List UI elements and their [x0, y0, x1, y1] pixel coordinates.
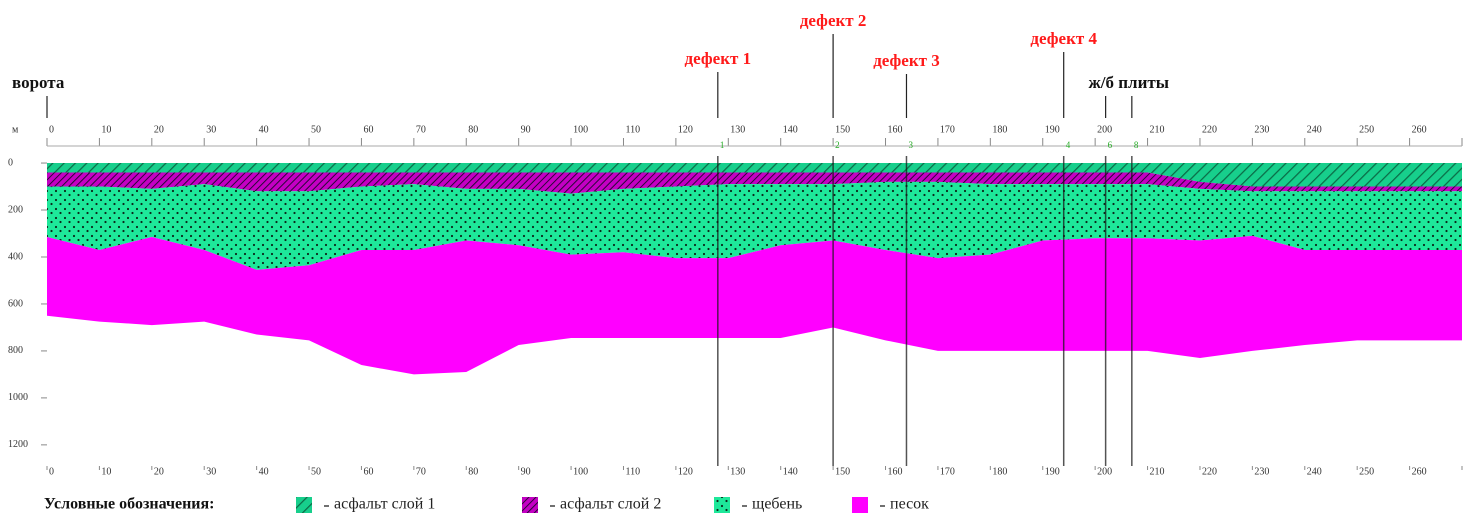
x-tick-label-bottom: 10 [101, 466, 111, 477]
legend-label: асфальт слой 1 [334, 496, 435, 513]
annotation-tag: 2 [835, 140, 840, 150]
annotation-tag: 8 [1134, 140, 1139, 150]
y-tick-label: 600 [8, 298, 23, 309]
x-tick-label-top: 190 [1045, 124, 1060, 135]
x-tick-label-bottom: 170 [940, 466, 955, 477]
x-tick-label-top: 20 [154, 124, 164, 135]
x-tick-label-bottom: 180 [992, 466, 1007, 477]
legend-label: щебень [752, 496, 802, 513]
x-tick-label-top: 230 [1254, 124, 1269, 135]
y-tick-label: 1200 [8, 439, 28, 450]
annotation-label: дефект 3 [873, 51, 940, 70]
x-tick-label-bottom: 70 [416, 466, 426, 477]
legend-swatch-texture [714, 497, 730, 513]
legend-label: асфальт слой 2 [560, 496, 661, 513]
x-tick-label-bottom: 80 [468, 466, 478, 477]
y-axis-label: м [12, 124, 19, 135]
x-tick-label-top: 90 [521, 124, 531, 135]
x-tick-label-top: 30 [206, 124, 216, 135]
y-tick-label: 400 [8, 251, 23, 262]
x-tick-label-top: 180 [992, 124, 1007, 135]
x-tick-label-bottom: 50 [311, 466, 321, 477]
x-tick-label-bottom: 30 [206, 466, 216, 477]
x-tick-label-top: 210 [1150, 124, 1165, 135]
legend-label: песок [890, 496, 929, 513]
x-tick-label-bottom: 130 [730, 466, 745, 477]
x-tick-label-top: 250 [1359, 124, 1374, 135]
x-tick-label-top: 50 [311, 124, 321, 135]
x-tick-label-bottom: 220 [1202, 466, 1217, 477]
x-tick-label-bottom: 240 [1307, 466, 1322, 477]
x-tick-label-top: 110 [625, 124, 640, 135]
legend-swatch-texture [296, 497, 312, 513]
x-tick-label-top: 70 [416, 124, 426, 135]
annotation-label: дефект 2 [800, 11, 867, 30]
x-tick-label-bottom: 260 [1412, 466, 1427, 477]
x-tick-label-bottom: 110 [625, 466, 640, 477]
annotation-label: дефект 4 [1030, 29, 1097, 48]
x-tick-label-bottom: 250 [1359, 466, 1374, 477]
x-tick-label-bottom: 0 [49, 466, 54, 477]
legend-swatch-texture [522, 497, 538, 513]
x-tick-label-top: 150 [835, 124, 850, 135]
layer-area [47, 235, 1462, 375]
y-tick-label: 800 [8, 345, 23, 356]
annotation-label: ж/б плиты [1088, 73, 1169, 92]
x-tick-label-top: 0 [49, 124, 54, 135]
x-tick-label-top: 80 [468, 124, 478, 135]
x-tick-label-top: 140 [783, 124, 798, 135]
x-tick-label-bottom: 120 [678, 466, 693, 477]
x-tick-label-bottom: 160 [888, 466, 903, 477]
x-tick-label-top: 130 [730, 124, 745, 135]
x-tick-label-bottom: 60 [363, 466, 373, 477]
x-tick-label-bottom: 190 [1045, 466, 1060, 477]
x-tick-label-top: 100 [573, 124, 588, 135]
x-tick-label-top: 200 [1097, 124, 1112, 135]
x-tick-label-bottom: 230 [1254, 466, 1269, 477]
x-tick-label-top: 220 [1202, 124, 1217, 135]
x-tick-label-top: 170 [940, 124, 955, 135]
legend-swatch [852, 497, 868, 513]
x-tick-label-top: 40 [259, 124, 269, 135]
y-tick-label: 1000 [8, 392, 28, 403]
x-tick-label-bottom: 20 [154, 466, 164, 477]
x-tick-label-bottom: 210 [1150, 466, 1165, 477]
annotation-tag: 1 [720, 140, 725, 150]
x-tick-label-bottom: 150 [835, 466, 850, 477]
annotation-tag: 6 [1108, 140, 1113, 150]
annotation-label: дефект 1 [685, 49, 752, 68]
x-tick-label-bottom: 100 [573, 466, 588, 477]
x-tick-label-top: 120 [678, 124, 693, 135]
x-tick-label-bottom: 140 [783, 466, 798, 477]
annotation-label: ворота [12, 73, 65, 92]
legend-title: Условные обозначения: [44, 496, 215, 513]
x-tick-label-top: 60 [363, 124, 373, 135]
x-tick-label-top: 160 [888, 124, 903, 135]
annotation-tag: 4 [1066, 140, 1071, 150]
x-tick-label-top: 260 [1412, 124, 1427, 135]
x-tick-label-bottom: 200 [1097, 466, 1112, 477]
x-tick-label-top: 10 [101, 124, 111, 135]
y-tick-label: 200 [8, 204, 23, 215]
y-tick-label: 0 [8, 157, 13, 168]
x-tick-label-bottom: 90 [521, 466, 531, 477]
annotation-tag: 3 [908, 140, 913, 150]
x-tick-label-top: 240 [1307, 124, 1322, 135]
x-tick-label-bottom: 40 [259, 466, 269, 477]
